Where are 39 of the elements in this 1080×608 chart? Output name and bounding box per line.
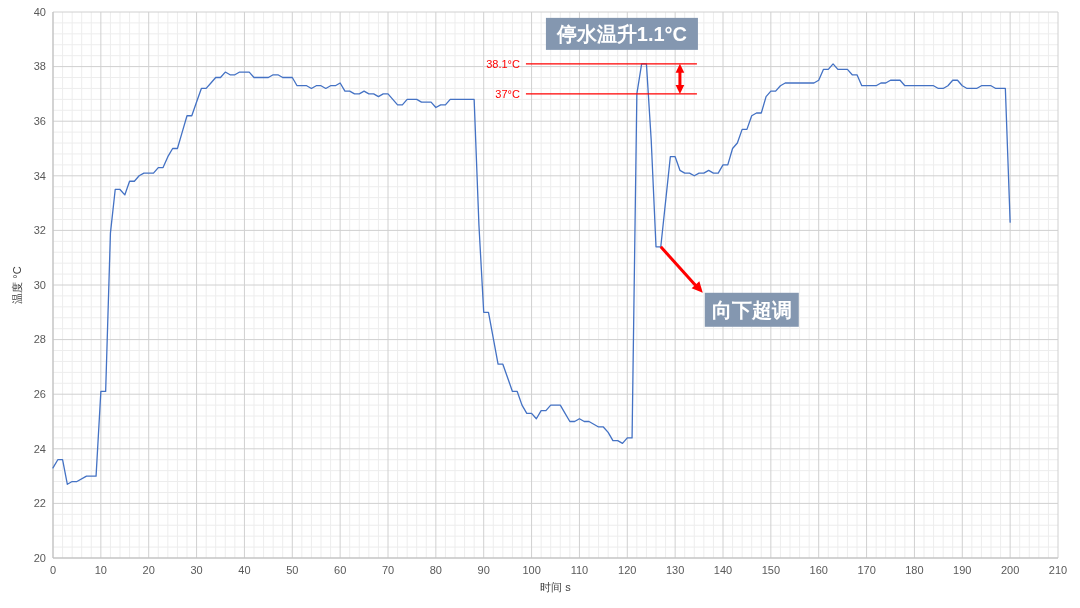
x-tick-label: 50 bbox=[286, 564, 299, 576]
x-tick-label: 200 bbox=[1000, 564, 1020, 576]
x-tick-label: 60 bbox=[334, 564, 347, 576]
ref-line-label: 38.1°C bbox=[486, 57, 520, 70]
x-tick-label: 120 bbox=[618, 564, 637, 576]
x-tick-label: 160 bbox=[809, 564, 828, 576]
ref-line-label: 37°C bbox=[495, 87, 520, 100]
x-tick-label: 180 bbox=[905, 564, 924, 576]
y-tick-label: 32 bbox=[33, 224, 46, 237]
x-tick-label: 100 bbox=[522, 564, 541, 576]
y-tick-label: 26 bbox=[33, 388, 46, 401]
y-tick-label: 40 bbox=[33, 5, 46, 18]
x-tick-label: 0 bbox=[49, 564, 57, 576]
annotation: 向下超调 bbox=[711, 298, 792, 321]
x-axis-title: 时间 s bbox=[540, 581, 572, 593]
y-tick-label: 34 bbox=[33, 169, 46, 182]
x-tick-label: 20 bbox=[142, 564, 155, 576]
x-tick-label: 70 bbox=[381, 564, 395, 576]
x-tick-label: 80 bbox=[429, 564, 442, 576]
y-tick-label: 24 bbox=[33, 442, 46, 455]
annotation: 停水温升1.1°C bbox=[555, 23, 688, 46]
x-tick-label: 110 bbox=[570, 564, 589, 576]
x-tick-label: 170 bbox=[857, 564, 876, 576]
y-axis-title: 温度 °C bbox=[11, 266, 23, 304]
y-tick-label: 22 bbox=[33, 497, 46, 510]
y-tick-label: 28 bbox=[33, 333, 46, 346]
x-tick-label: 140 bbox=[713, 564, 733, 576]
x-tick-label: 90 bbox=[477, 564, 490, 576]
x-tick-label: 210 bbox=[1048, 564, 1068, 576]
x-tick-label: 130 bbox=[665, 564, 685, 576]
x-tick-label: 190 bbox=[953, 564, 972, 576]
x-tick-label: 150 bbox=[761, 564, 781, 576]
x-tick-label: 10 bbox=[94, 564, 107, 576]
y-tick-label: 30 bbox=[33, 278, 46, 291]
x-tick-label: 30 bbox=[190, 564, 203, 576]
y-tick-label: 20 bbox=[33, 551, 46, 564]
y-tick-label: 38 bbox=[33, 60, 46, 73]
y-tick-label: 36 bbox=[33, 115, 46, 128]
x-tick-label: 40 bbox=[238, 564, 251, 576]
